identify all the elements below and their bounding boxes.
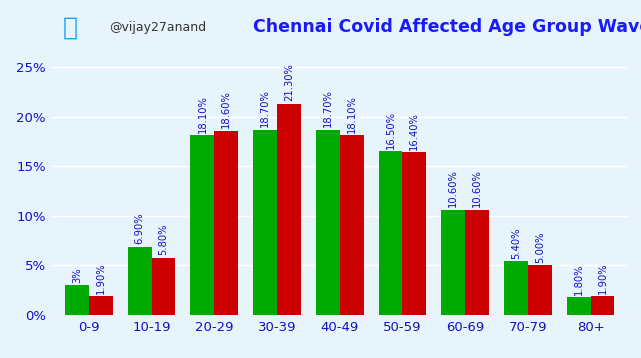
Text: 🐦: 🐦 [63, 15, 78, 39]
Bar [379, 151, 403, 315]
Text: 18.60%: 18.60% [221, 90, 231, 128]
Text: 1.80%: 1.80% [574, 263, 584, 295]
Text: 1.90%: 1.90% [96, 262, 106, 294]
Bar [277, 104, 301, 315]
Text: 10.60%: 10.60% [472, 170, 482, 207]
Text: 1.90%: 1.90% [597, 262, 608, 294]
Bar [152, 257, 176, 315]
Bar [190, 135, 214, 315]
Text: 10.60%: 10.60% [448, 170, 458, 207]
Text: 18.10%: 18.10% [347, 95, 356, 133]
Text: 18.70%: 18.70% [260, 89, 270, 127]
Bar [89, 296, 113, 315]
Text: 16.40%: 16.40% [410, 112, 419, 150]
Bar [465, 210, 489, 315]
Bar [340, 135, 363, 315]
Text: 21.30%: 21.30% [284, 63, 294, 101]
Text: Chennai Covid Affected Age Group Wave 1 vs Wave 2: Chennai Covid Affected Age Group Wave 1 … [253, 18, 641, 36]
Text: 18.70%: 18.70% [323, 89, 333, 127]
Text: 16.50%: 16.50% [385, 111, 395, 149]
Bar [253, 130, 277, 315]
Text: 5.00%: 5.00% [535, 232, 545, 263]
Bar [504, 261, 528, 315]
Bar [316, 130, 340, 315]
Text: 6.90%: 6.90% [135, 213, 145, 244]
Bar [441, 210, 465, 315]
Text: 5.40%: 5.40% [511, 227, 521, 259]
Text: 3%: 3% [72, 267, 82, 283]
Bar [567, 297, 590, 315]
Bar [65, 285, 89, 315]
Bar [128, 247, 152, 315]
Text: 18.10%: 18.10% [197, 95, 208, 133]
Text: @vijay27anand: @vijay27anand [109, 21, 206, 34]
Bar [403, 153, 426, 315]
Text: 5.80%: 5.80% [158, 223, 169, 255]
Bar [590, 296, 614, 315]
Bar [214, 131, 238, 315]
Bar [528, 265, 552, 315]
